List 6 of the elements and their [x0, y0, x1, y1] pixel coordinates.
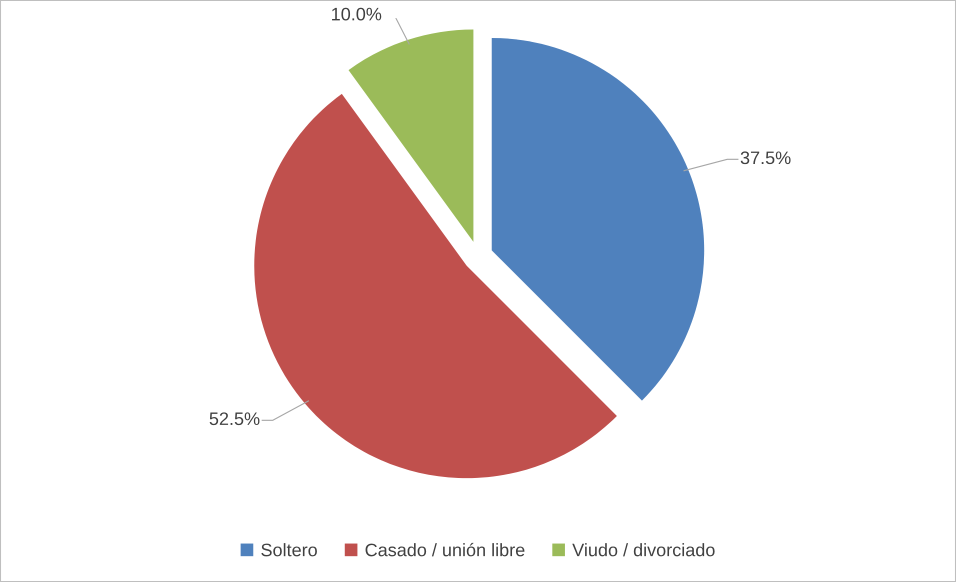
data-label: 37.5% — [740, 151, 791, 164]
data-label: 52.5% — [210, 412, 260, 426]
legend-label: Soltero — [261, 543, 317, 556]
data-label: 10.0% — [332, 8, 382, 20]
legend-label: Viudo / divorciado — [572, 543, 715, 556]
legend-label: Casado / unión libre — [366, 542, 524, 556]
